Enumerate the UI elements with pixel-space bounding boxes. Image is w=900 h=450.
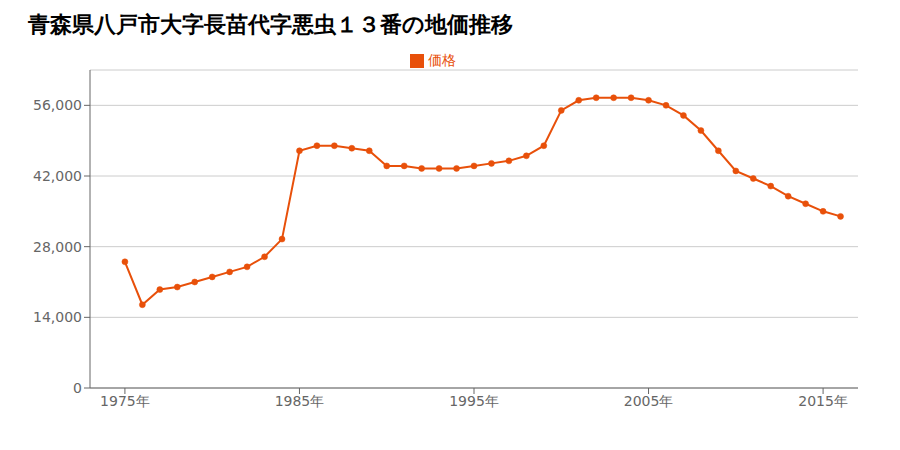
svg-text:2015年: 2015年 — [798, 393, 848, 409]
svg-text:14,000: 14,000 — [33, 309, 82, 325]
svg-text:28,000: 28,000 — [33, 239, 82, 255]
svg-text:2005年: 2005年 — [624, 393, 674, 409]
svg-text:0: 0 — [73, 380, 82, 396]
svg-text:1995年: 1995年 — [449, 393, 499, 409]
svg-text:1975年: 1975年 — [100, 393, 150, 409]
html-text:青森県八戸市大字長苗代字悪虫１３番の地価推移: 青森県八戸市大字長苗代字悪虫１３番の地価推移 — [28, 12, 513, 37]
html-text:価格: 価格 — [428, 52, 456, 68]
svg-text:42,000: 42,000 — [33, 168, 82, 184]
svg-text:1985年: 1985年 — [275, 393, 325, 409]
svg-text:56,000: 56,000 — [33, 97, 82, 113]
